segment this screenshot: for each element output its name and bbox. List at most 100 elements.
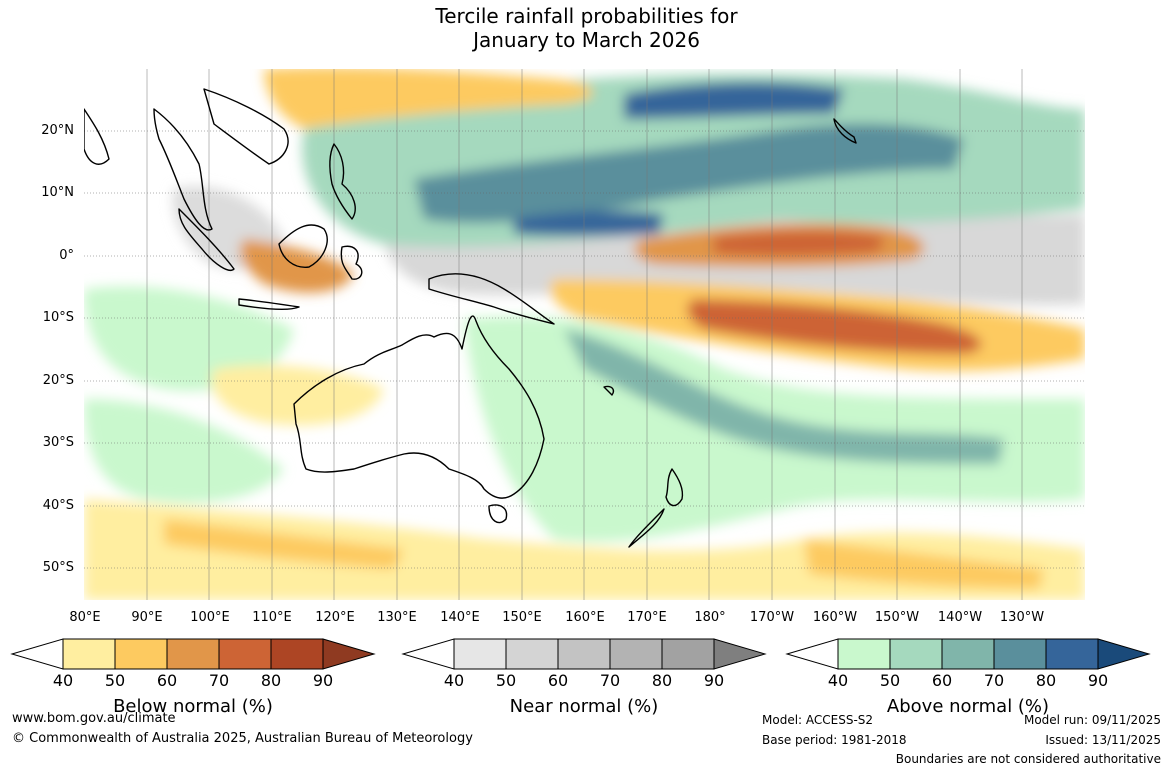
below-normal-region-equatorial-north-core [714,231,884,256]
colorbar-near-bin-70-80 [609,638,663,670]
coastline-java [238,298,300,310]
colorbar-near-bin-40-50 [453,638,507,670]
colorbar-near-bin-80-90 [661,638,715,670]
colorbar-near-over-triangle [713,638,767,670]
colorbar-below-tick: 60 [156,671,178,690]
coastline-new-zealand-north [665,468,684,507]
rainfall-probability-map [84,69,1085,600]
colorbar-above-over-triangle [1097,638,1151,670]
below-normal-region-south-east-pacific [804,539,1044,589]
colorbar-below-normal [10,638,376,670]
colorbar-above-title: Above normal (%) [886,696,1050,717]
below-normal-region-western-australia [212,365,384,426]
lon-label-80e: 80°E [69,610,101,625]
colorbar-below-under-triangle [10,638,64,670]
colorbar-near-bin-60-70 [557,638,611,670]
coastline-hawaii [833,118,857,144]
colorbar-near-tick: 70 [599,671,621,690]
boundaries-disclaimer: Boundaries are not considered authoritat… [895,752,1161,766]
lon-label-130w: 130°W [999,610,1045,625]
coastline-new-guinea [428,273,555,325]
coastlines [84,88,857,548]
map-title-line2: January to March 2026 [473,28,700,52]
colorbar-below-tick: 50 [104,671,126,690]
colorbar-below-bin-50-60 [114,638,168,670]
colorbar-above-under-triangle [785,638,839,670]
above-normal-region-north-pacific-peak [624,82,844,119]
colorbar-below-bin-70-80 [218,638,272,670]
coastline-sulawesi [340,245,363,280]
probability-shading [84,69,1085,600]
colorbar-near-tick: 90 [703,671,725,690]
website-link[interactable]: www.bom.gov.au/climate [12,711,176,726]
model-name: Model: ACCESS-S2 [762,713,874,727]
above-normal-region-north-pacific-core [414,123,964,223]
lon-label-110e: 110°E [252,610,292,625]
lon-label-160e: 160°E [565,610,605,625]
colorbar-above-bin-60-70 [941,638,995,670]
lon-label-160w: 160°W [812,610,858,625]
model-run-date: Model run: 09/11/2025 [1023,713,1161,727]
colorbar-near-bin-50-60 [505,638,559,670]
colorbar-below-title: Below normal (%) [113,696,273,717]
colorbar-near-tick: 40 [443,671,465,690]
copyright-text: © Commonwealth of Australia 2025, Austra… [12,731,473,746]
lat-label-40s: 40°S [42,498,74,513]
below-normal-region-equatorial-south-core [687,299,982,354]
lat-label-50s: 50°S [42,560,74,575]
colorbar-above-tick: 80 [1035,671,1057,690]
lon-label-140w: 140°W [937,610,983,625]
lon-label-130e: 130°E [377,610,417,625]
coastline-australia [293,315,545,499]
colorbar-above-tick: 40 [827,671,849,690]
colorbar-near-normal [401,638,767,670]
lon-label-90e: 90°E [131,610,163,625]
coastline-fiji [603,385,615,396]
below-normal-region-southern-ocean-core [164,519,404,569]
meridians [146,69,1023,600]
colorbar-near-tick: 50 [495,671,517,690]
coastline-southeast-asia [153,108,213,231]
lat-label-20n: 20°N [41,123,74,138]
coastline-borneo [278,224,328,268]
map-canvas [84,69,1085,600]
colorbar-above-tick: 70 [983,671,1005,690]
map-title: Tercile rainfall probabilities for Janua… [0,4,1173,52]
colorbar-above-bin-70-80 [993,638,1047,670]
colorbar-near-under-triangle [401,638,455,670]
base-period: Base period: 1981-2018 [762,733,907,747]
colorbar-above-tick: 50 [879,671,901,690]
lon-label-140e: 140°E [440,610,480,625]
colorbar-above-bin-50-60 [889,638,943,670]
above-normal-region-south-indian [84,399,284,503]
colorbar-near-tick: 60 [547,671,569,690]
lon-label-150e: 150°E [502,610,542,625]
colorbars [10,638,1151,670]
lon-label-170e: 170°E [627,610,667,625]
lat-label-10s: 10°S [42,310,74,325]
lat-label-20s: 20°S [42,373,74,388]
colorbar-above-tick: 60 [931,671,953,690]
lon-label-120e: 120°E [315,610,355,625]
lat-label-10n: 10°N [41,185,74,200]
coastline-sumatra [178,208,235,271]
colorbar-below-bin-80-90 [270,638,324,670]
lat-label-30s: 30°S [42,435,74,450]
above-normal-region-north-pacific-peak2 [514,210,664,237]
issued-date: Issued: 13/11/2025 [1045,733,1161,747]
lon-label-100e: 100°E [190,610,230,625]
colorbar-below-tick: 90 [312,671,334,690]
colorbar-below-tick: 70 [208,671,230,690]
colorbar-below-over-triangle [322,638,376,670]
coastline-china [203,88,289,165]
colorbar-above-tick: 90 [1087,671,1109,690]
colorbar-above-bin-80-90 [1045,638,1099,670]
colorbar-above-bin-40-50 [837,638,891,670]
lat-label-equator: 0° [59,248,74,263]
coastline-new-zealand-south [628,508,665,548]
colorbar-below-bin-40-50 [62,638,116,670]
colorbar-below-tick: 80 [260,671,282,690]
colorbar-above-normal [785,638,1151,670]
colorbar-below-bin-60-70 [166,638,220,670]
graticule [84,130,1085,569]
